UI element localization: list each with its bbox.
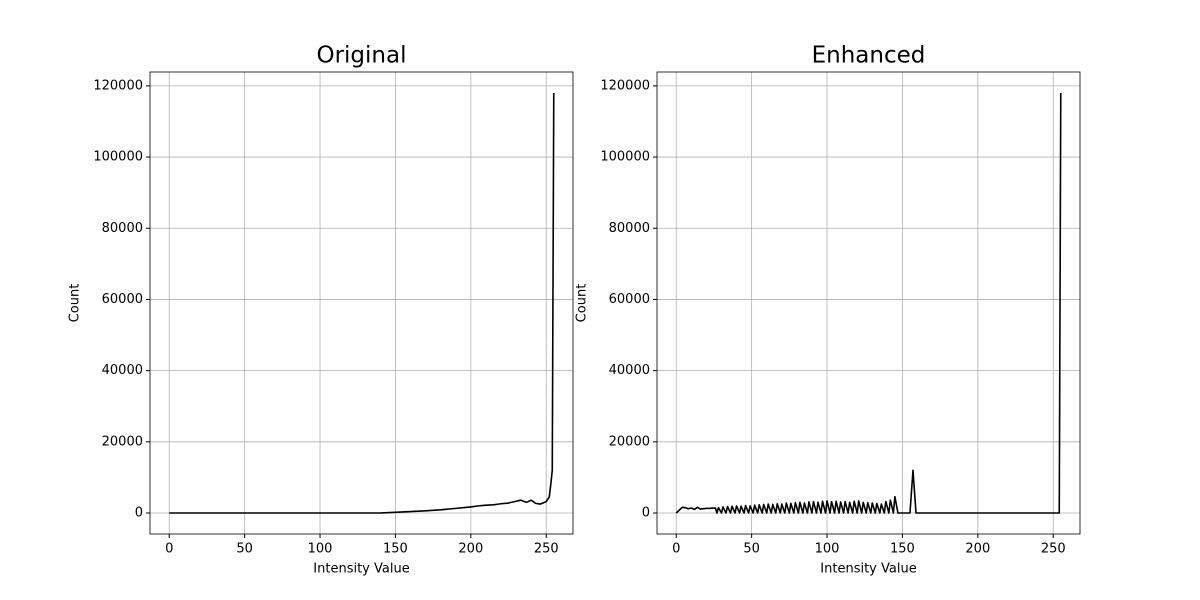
y-tick-label: 120000 [93,78,143,93]
data-line [675,92,1062,514]
y-tick-label: 40000 [102,363,143,378]
y-tick-label: 0 [135,506,143,521]
x-tick-label: 150 [383,542,408,557]
x-tick-label: 50 [743,542,760,557]
y-tick-label: 0 [642,506,650,521]
plot-frame [149,71,574,535]
x-axis-label: Intensity Value [820,562,916,577]
y-tick-label: 40000 [609,363,650,378]
x-tick-label: 100 [308,542,333,557]
y-tick-label: 100000 [93,150,143,165]
x-tick-label: 250 [534,542,559,557]
y-tick-label: 80000 [102,221,143,236]
data-line [169,92,555,514]
y-axis-label: Count [575,284,590,323]
x-tick-label: 0 [672,542,680,557]
chart-title: Original [316,43,406,69]
x-tick-label: 0 [165,542,173,557]
y-axis-label: Count [68,284,83,323]
y-tick-label: 20000 [102,434,143,449]
x-tick-label: 200 [458,542,483,557]
y-tick-label: 60000 [102,292,143,307]
plot-frame [656,71,1081,535]
y-tick-label: 120000 [600,78,650,93]
y-tick-label: 60000 [609,292,650,307]
x-tick-label: 250 [1041,542,1066,557]
y-tick-label: 80000 [609,221,650,236]
y-tick-label: 100000 [600,150,650,165]
x-tick-label: 50 [236,542,253,557]
x-tick-label: 200 [965,542,990,557]
y-tick-label: 20000 [609,434,650,449]
x-axis-label: Intensity Value [313,562,409,577]
x-tick-label: 150 [890,542,915,557]
x-tick-label: 100 [815,542,840,557]
chart-title: Enhanced [812,43,926,69]
